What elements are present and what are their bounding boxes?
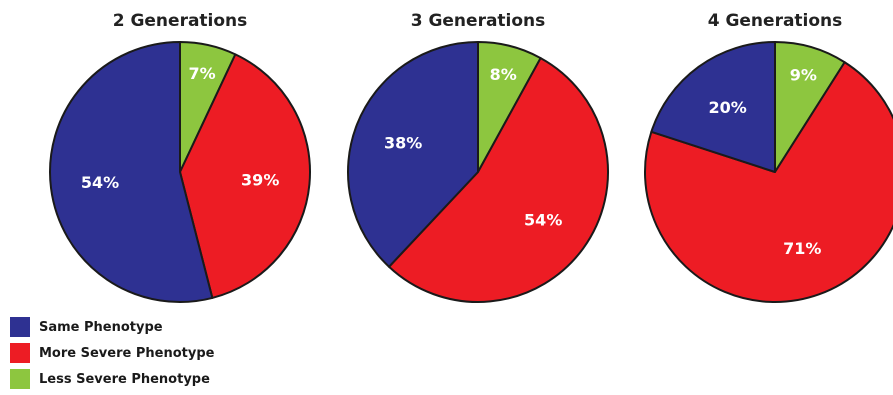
- legend-swatch-less-severe-phenotype: [10, 369, 30, 389]
- pie-2-label-more-severe-phenotype: 54%: [524, 210, 562, 229]
- pie-title-1: 2 Generations: [113, 11, 248, 31]
- pie-3-label-same-phenotype: 20%: [708, 98, 746, 117]
- pie-2-label-same-phenotype: 38%: [384, 133, 422, 152]
- pie-chart-2: 3 Generations 8% 54% 38%: [347, 11, 609, 303]
- legend-label-less-severe-phenotype: Less Severe Phenotype: [39, 371, 210, 387]
- pie-chart-3: 4 Generations 9% 71% 20%: [644, 11, 893, 303]
- pie-chart-1: 2 Generations 7% 39% 54%: [49, 11, 311, 303]
- pie-1-label-less-severe-phenotype: 7%: [189, 64, 216, 83]
- legend-item-more-severe-phenotype: More Severe Phenotype: [10, 342, 214, 364]
- pie-3-label-more-severe-phenotype: 71%: [783, 239, 821, 258]
- pie-3-label-less-severe-phenotype: 9%: [790, 66, 817, 85]
- pie-1-label-same-phenotype: 54%: [81, 173, 119, 192]
- legend-label-more-severe-phenotype: More Severe Phenotype: [39, 345, 215, 361]
- pie-2-label-less-severe-phenotype: 8%: [490, 65, 517, 84]
- legend-label-same-phenotype: Same Phenotype: [39, 319, 163, 335]
- pie-1-slice-same-phenotype: [49, 41, 214, 303]
- pie-title-2: 3 Generations: [411, 11, 546, 31]
- pie-2-slice-more-severe-phenotype: [388, 57, 609, 303]
- legend-swatch-more-severe-phenotype: [10, 343, 30, 363]
- legend-item-same-phenotype: Same Phenotype: [10, 316, 214, 338]
- pie-3-slice-more-severe-phenotype: [644, 61, 893, 303]
- pie-1-label-more-severe-phenotype: 39%: [241, 171, 279, 190]
- pie-title-3: 4 Generations: [708, 11, 843, 31]
- legend-swatch-same-phenotype: [10, 317, 30, 337]
- pie-2-slice-same-phenotype: [347, 41, 479, 268]
- pie-3-slice-same-phenotype: [650, 41, 776, 173]
- legend-item-less-severe-phenotype: Less Severe Phenotype: [10, 368, 214, 390]
- legend: Same Phenotype More Severe Phenotype Les…: [10, 316, 214, 394]
- pie-1-slice-more-severe-phenotype: [179, 53, 311, 299]
